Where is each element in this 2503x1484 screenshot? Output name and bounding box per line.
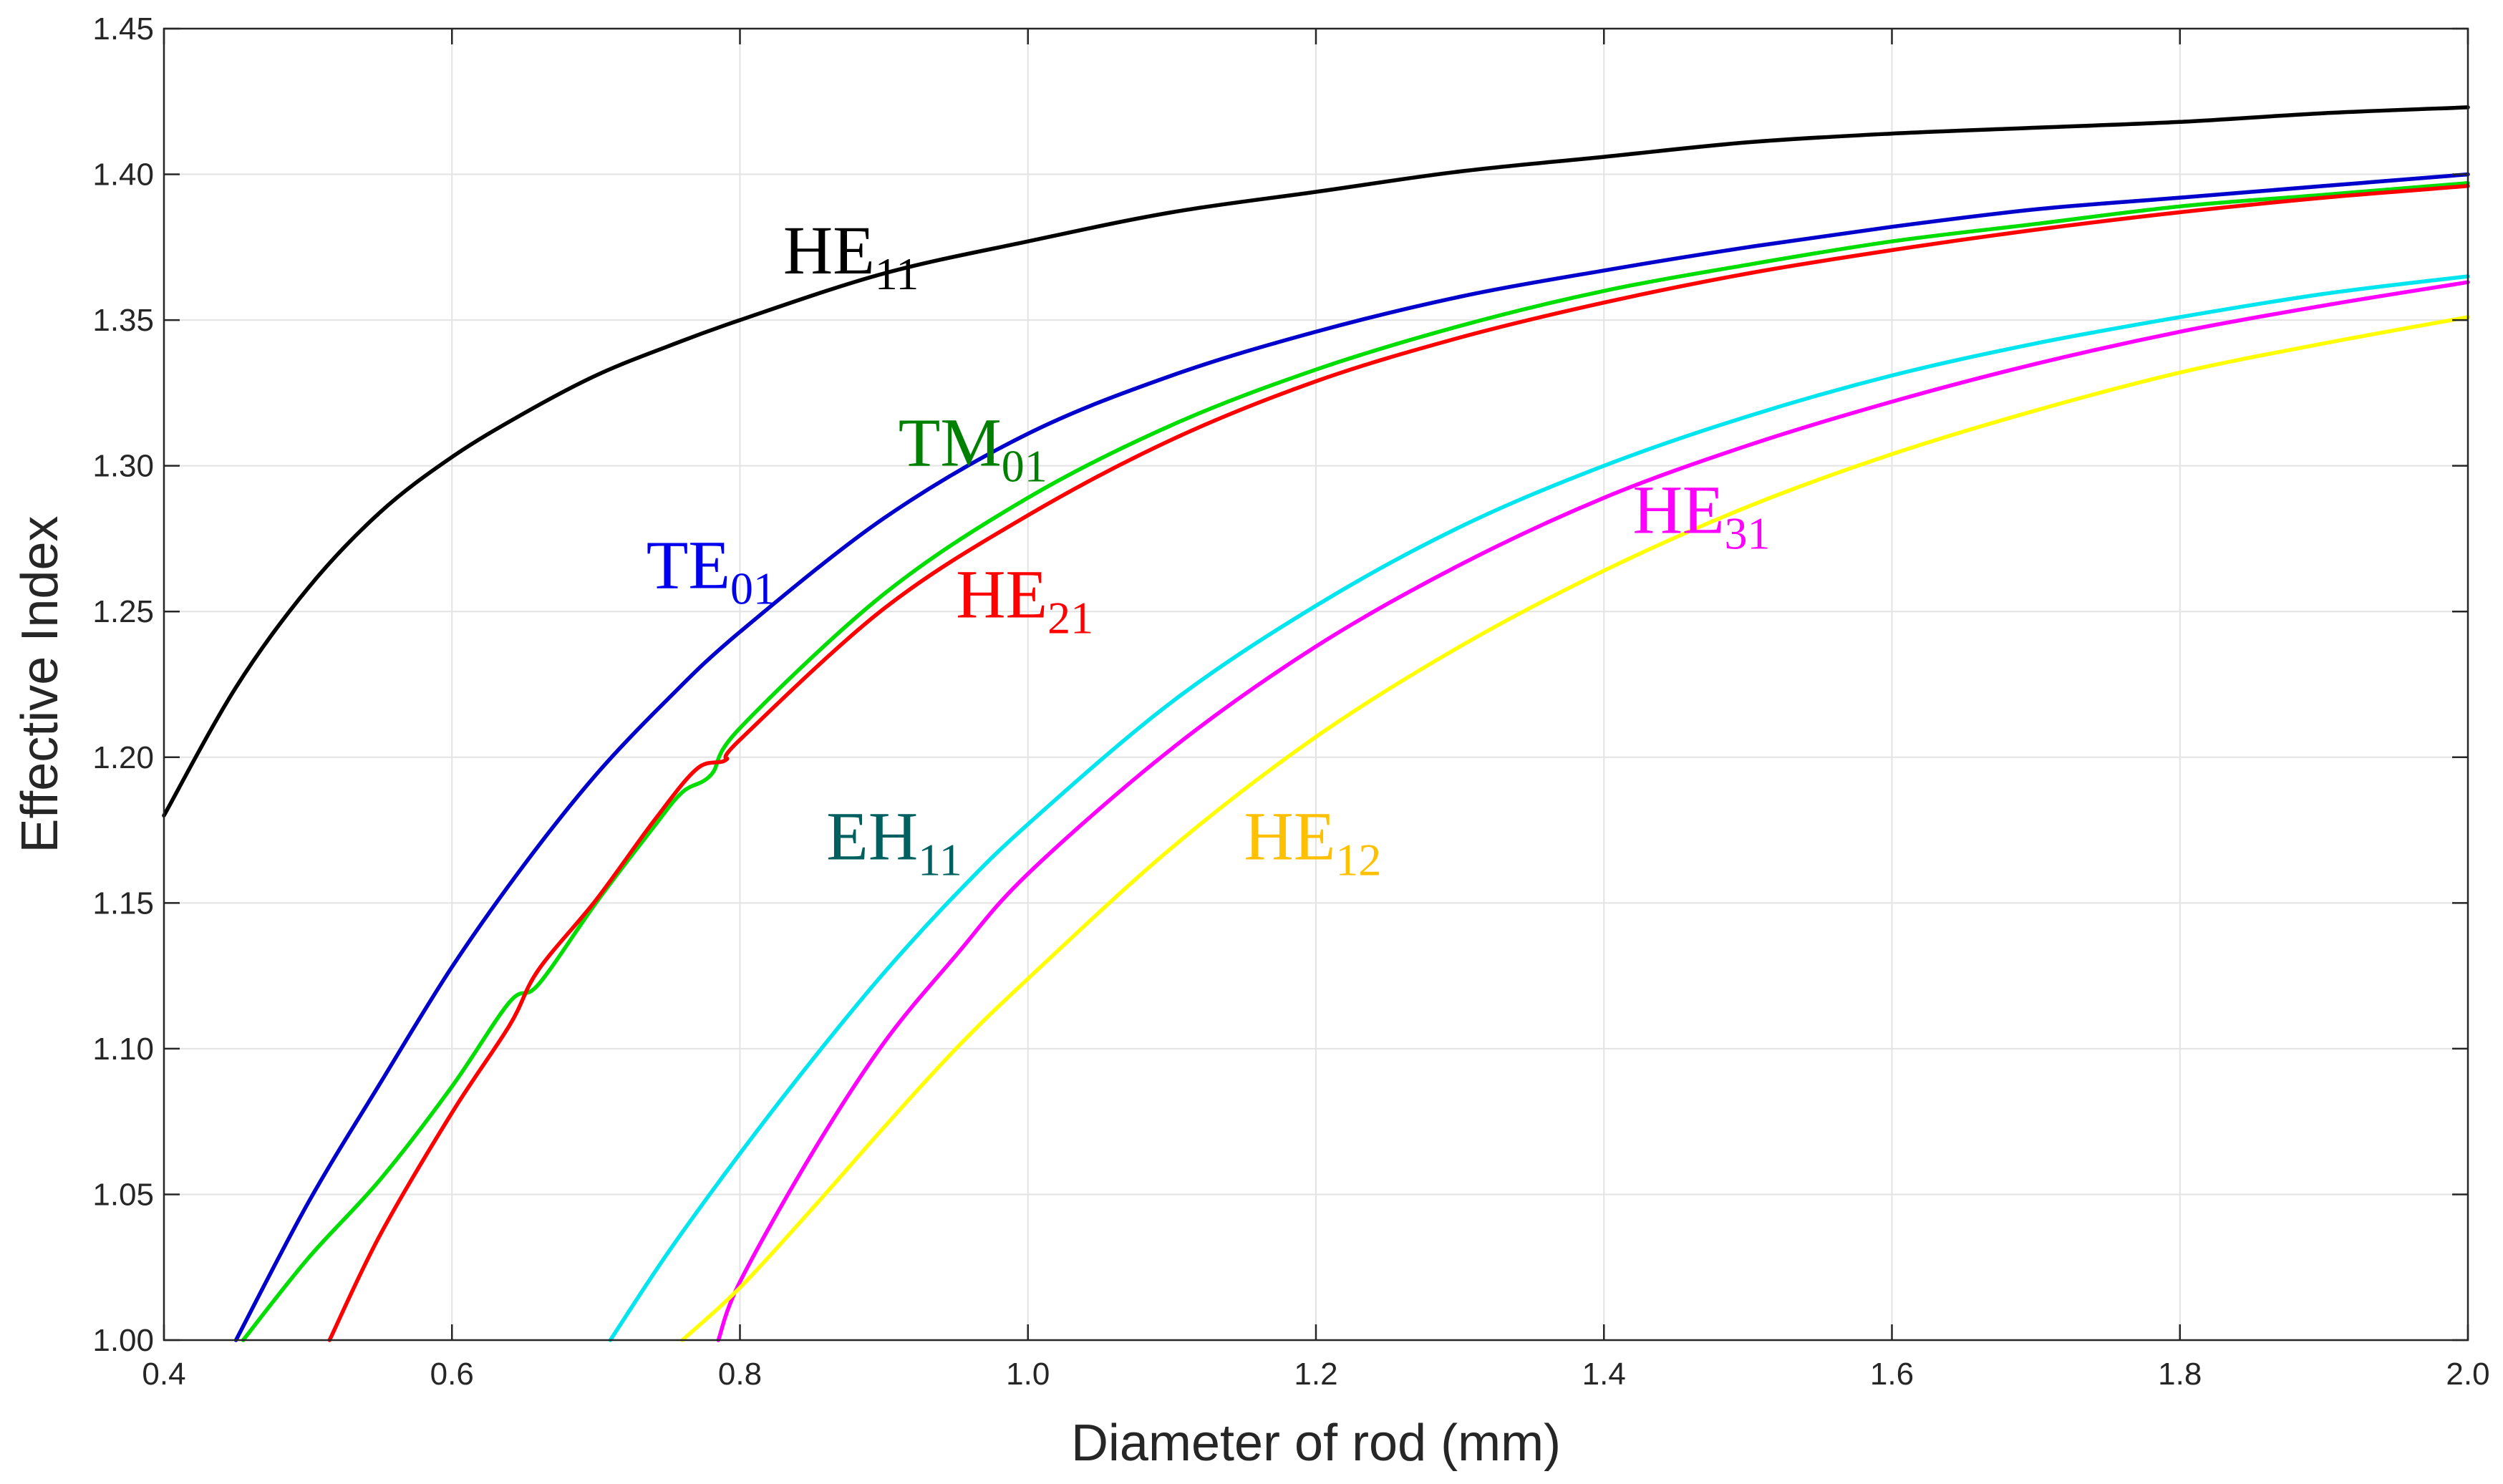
x-tick-label: 1.0: [1006, 1357, 1050, 1392]
y-tick-label: 1.05: [92, 1177, 154, 1212]
mode-label-main: HE: [783, 212, 875, 288]
y-tick-label: 1.20: [92, 740, 154, 775]
series-line-te01: [233, 172, 2470, 1342]
y-tick-label: 1.15: [92, 886, 154, 921]
y-tick-label: 1.40: [92, 157, 154, 193]
mode-label-main: TM: [899, 404, 1002, 481]
series-line-he31: [716, 280, 2470, 1342]
mode-label-subscript: 11: [875, 248, 919, 299]
x-tick-label: 1.2: [1294, 1357, 1337, 1392]
mode-label-subscript: 01: [730, 563, 776, 614]
mode-label-subscript: 12: [1335, 834, 1381, 885]
mode-label-main: TE: [647, 527, 730, 603]
x-tick-label: 1.4: [1582, 1357, 1626, 1392]
x-tick-label: 2.0: [2446, 1357, 2489, 1392]
series-line-he12: [680, 315, 2470, 1342]
y-tick-label: 1.45: [92, 11, 154, 47]
x-axis-title: Diameter of rod (mm): [1071, 1415, 1561, 1472]
series-line-he21: [327, 184, 2470, 1342]
y-tick-label: 1.25: [92, 594, 154, 629]
mode-label-subscript: 01: [1002, 441, 1047, 492]
axis-ticks: 0.4 0.6 0.8 1.0 1.2 1.4 1.6 1.8 2.0 1.00 1.05 1.10 1…: [92, 11, 2489, 1392]
mode-label-main: HE: [956, 556, 1047, 632]
mode-label-subscript: 11: [918, 834, 962, 885]
y-tick-label: 1.10: [92, 1032, 154, 1067]
series-lines: [162, 105, 2470, 1342]
mode-label-main: HE: [1632, 471, 1724, 548]
x-tick-label: 1.8: [2158, 1357, 2202, 1392]
series-line-tm01: [241, 181, 2470, 1342]
mode-label-subscript: 21: [1047, 592, 1093, 643]
y-tick-label: 1.30: [92, 449, 154, 484]
mode-label-he31: HE31: [1632, 471, 1770, 558]
mode-label-main: HE: [1244, 797, 1335, 874]
mode-label-eh11: EH11: [826, 797, 962, 885]
mode-label-he21: HE21: [956, 556, 1093, 643]
x-tick-label: 0.8: [718, 1357, 762, 1392]
mode-label-he11: HE11: [783, 212, 919, 299]
series-line-he11: [162, 105, 2470, 818]
mode-label-tm01: TM01: [899, 404, 1047, 492]
x-tick-label: 0.4: [142, 1357, 185, 1392]
mode-label-main: EH: [826, 797, 918, 874]
mode-label-te01: TE01: [647, 527, 776, 614]
mode-label-subscript: 31: [1724, 508, 1770, 558]
series-line-eh11: [608, 274, 2470, 1342]
x-tick-label: 1.6: [1870, 1357, 1914, 1392]
mode-label-he12: HE12: [1244, 797, 1381, 885]
y-tick-label: 1.35: [92, 303, 154, 338]
y-axis-title: Effective Index: [11, 516, 69, 853]
x-tick-label: 0.6: [430, 1357, 474, 1392]
y-tick-label: 1.00: [92, 1323, 154, 1358]
